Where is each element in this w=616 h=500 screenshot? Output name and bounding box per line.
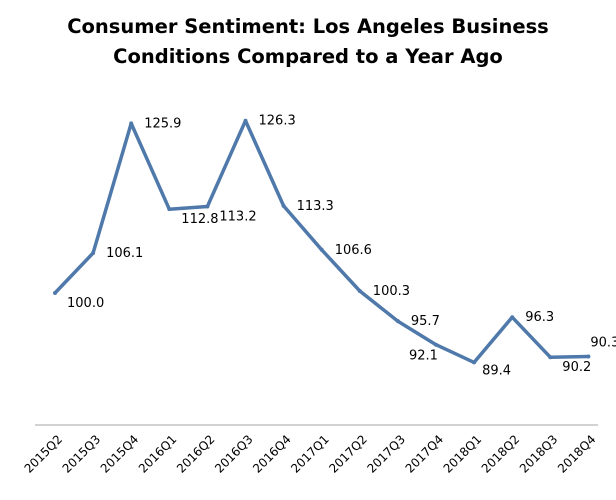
x-tick-label-2017Q4: 2017Q4 [403,432,447,476]
x-tick-label-2018Q2: 2018Q2 [479,432,523,476]
data-label-2018Q1: 89.4 [482,363,511,378]
data-point-2018Q1 [472,360,477,365]
x-tick-label-2016Q1: 2016Q1 [136,432,180,476]
chart-title-line-1: Consumer Sentiment: Los Angeles Business [67,15,549,38]
chart-title-line-2: Conditions Compared to a Year Ago [113,45,503,68]
x-tick-label-2015Q4: 2015Q4 [98,432,142,476]
data-label-2015Q2: 100.0 [67,296,104,311]
x-tick-label-2016Q3: 2016Q3 [212,432,256,476]
data-label-2016Q4: 113.3 [297,199,334,214]
data-point-2017Q3 [395,319,400,324]
data-label-2018Q3: 90.2 [562,360,591,375]
data-point-2018Q3 [548,355,553,360]
data-point-2015Q2 [53,291,57,295]
x-tick-label-2017Q2: 2017Q2 [326,432,370,476]
data-label-2018Q4: 90.3 [590,336,616,351]
data-point-2018Q2 [510,315,515,320]
data-labels: 100.0 106.1 125.9 112.8 113.2 126.3 113.3 106.6… [67,114,616,379]
data-label-2018Q2: 96.3 [525,310,554,325]
x-tick-label-2018Q3: 2018Q3 [517,432,561,476]
data-label-2015Q4: 125.9 [144,116,181,131]
data-label-2016Q3: 126.3 [259,114,296,129]
data-label-2017Q4: 92.1 [409,349,438,364]
x-tick-label-2017Q3: 2017Q3 [364,432,408,476]
data-point-2015Q4 [129,121,134,126]
data-point-2016Q1 [167,207,172,212]
data-label-2015Q3: 106.1 [106,246,143,261]
data-label-2016Q1: 112.8 [181,212,218,227]
data-label-2017Q2: 100.3 [373,284,410,299]
x-tick-label-2016Q2: 2016Q2 [174,432,218,476]
data-label-2017Q1: 106.6 [335,243,372,258]
data-label-2016Q2: 113.2 [219,210,256,225]
x-tick-label-2018Q1: 2018Q1 [441,432,485,476]
chart-title: Consumer Sentiment: Los Angeles Business… [0,12,616,72]
data-point-2016Q3 [243,118,248,123]
x-tick-labels: 2015Q22015Q32015Q42016Q12016Q22016Q32016… [22,432,599,476]
x-tick-label-2015Q2: 2015Q2 [22,432,66,476]
x-tick-label-2015Q3: 2015Q3 [60,432,104,476]
data-point-2015Q3 [91,251,96,256]
data-point-2017Q4 [434,342,438,347]
x-tick-label-2018Q4: 2018Q4 [555,432,599,476]
series-line [53,118,589,365]
data-point-2018Q4 [586,354,591,359]
data-label-2017Q3: 95.7 [411,314,440,329]
series-layer [53,118,591,365]
data-point-2016Q2 [205,204,210,209]
data-point-2017Q2 [357,289,362,294]
x-tick-label-2017Q1: 2017Q1 [288,432,332,476]
data-point-2016Q4 [281,203,286,208]
x-tick-label-2016Q4: 2016Q4 [250,432,294,476]
data-point-2017Q1 [319,247,324,252]
